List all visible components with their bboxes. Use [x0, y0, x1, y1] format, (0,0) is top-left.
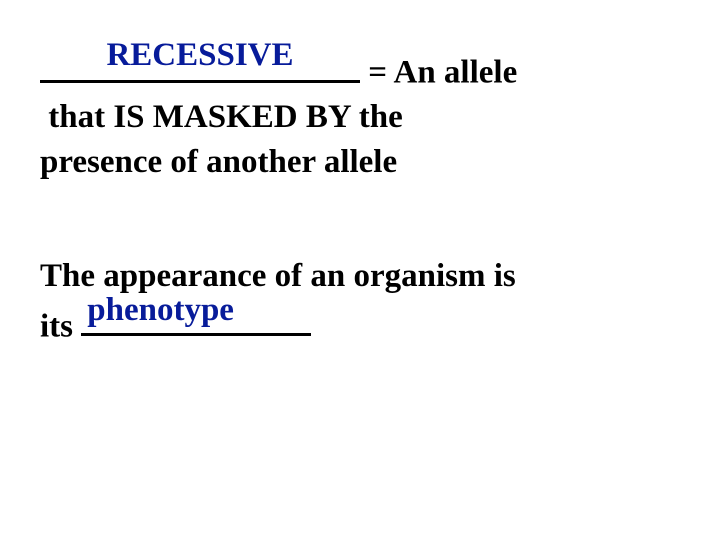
definition-line2: that IS MASKED BY the — [48, 99, 402, 135]
definition-paragraph: RECESSIVE = An allele that IS MASKED BY … — [40, 45, 680, 184]
blank-phenotype: phenotype — [81, 299, 311, 337]
slide-content: RECESSIVE = An allele that IS MASKED BY … — [0, 0, 720, 540]
definition-equals: = An allele — [360, 55, 517, 91]
phenotype-line2-prefix: its — [40, 308, 81, 344]
definition-line3: presence of another allele — [40, 144, 397, 180]
blank-phenotype-fill: phenotype — [87, 288, 234, 333]
blank-recessive: RECESSIVE — [40, 45, 360, 83]
phenotype-paragraph: The appearance of an organism is its phe… — [40, 254, 680, 349]
blank-recessive-fill: RECESSIVE — [40, 33, 360, 78]
